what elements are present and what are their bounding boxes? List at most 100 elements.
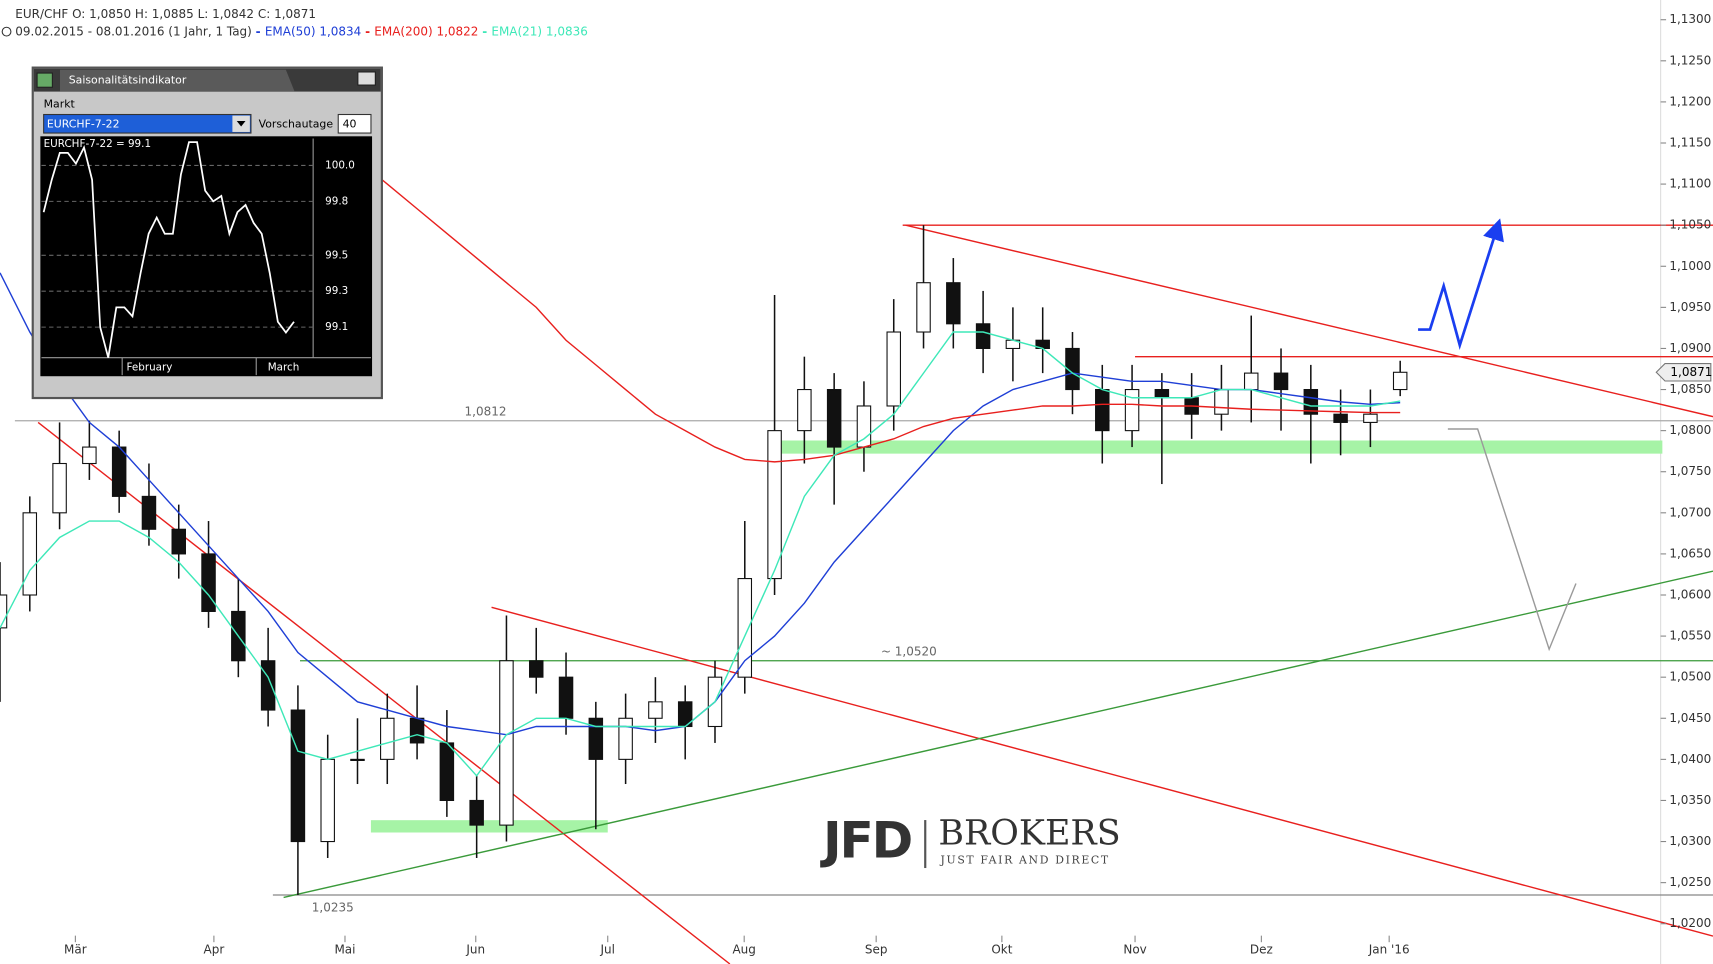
mini-title: EURCHF-7-22 = 99.1 (44, 138, 151, 150)
mini-y-label: 100.0 (325, 159, 355, 171)
candle-body (767, 430, 782, 580)
header-text: C: (258, 7, 270, 21)
candle-body (1214, 388, 1229, 415)
candle-body (648, 701, 663, 719)
candle-body (0, 594, 8, 629)
clock-icon (1, 26, 12, 37)
candle-body (1303, 388, 1319, 415)
y-tick-label: 1,0550 (1669, 629, 1711, 643)
y-tick-label: 1,0250 (1669, 875, 1711, 889)
ema-line (357, 158, 1401, 463)
trend-line (905, 224, 1713, 418)
candle-body (439, 742, 455, 802)
candle-body (916, 282, 931, 333)
y-tick-label: 1,0400 (1669, 752, 1711, 766)
candle-body (797, 388, 812, 432)
header-line: 09.02.2015 - 08.01.2016 (1 Jahr, 1 Tag) … (15, 24, 588, 38)
candle-body (588, 717, 604, 760)
x-tick-label: Okt (991, 942, 1012, 956)
header-text: H: (135, 7, 148, 21)
header-text: 1,0822 (436, 24, 478, 38)
support-zone (370, 820, 608, 833)
close-button[interactable] (357, 71, 376, 86)
level-label: ~ 1,0520 (881, 645, 937, 659)
x-tick-label: Aug (732, 942, 755, 956)
candle-body (1392, 371, 1408, 391)
y-tick-label: 1,0600 (1669, 588, 1711, 602)
candle-body (1154, 388, 1170, 399)
candle-body (826, 388, 842, 448)
header-text: EUR/CHF (15, 7, 68, 21)
candle-body (946, 282, 961, 325)
candle-body (320, 758, 335, 843)
mini-y-label: 99.8 (325, 195, 348, 207)
y-tick-label: 1,0500 (1669, 670, 1711, 684)
x-tick-label: Mär (64, 942, 87, 956)
days-input[interactable] (337, 113, 372, 134)
header-text: 1,0850 (89, 7, 131, 21)
x-tick-label: Jul (600, 942, 615, 956)
y-tick-label: 1,0650 (1669, 546, 1711, 560)
candle-body (975, 323, 991, 349)
candle-body (22, 512, 38, 596)
market-dropdown[interactable] (43, 113, 252, 134)
market-value: EURCHF-7-22 (47, 117, 120, 130)
candle-body (380, 717, 395, 760)
header-text: 1,0834 (319, 24, 361, 38)
candle-body (1124, 388, 1140, 432)
x-tick-label: Dez (1250, 942, 1273, 956)
header-text: EMA(21) (491, 24, 542, 38)
header-text: 1,0885 (152, 7, 194, 21)
candle-body (618, 717, 633, 760)
candle-body (82, 446, 97, 465)
candle-body (409, 717, 425, 744)
dropdown-arrow (236, 121, 246, 127)
y-tick-label: 1,0800 (1669, 423, 1711, 437)
y-tick-label: 1,0300 (1669, 834, 1711, 848)
candle-body (1333, 413, 1348, 423)
y-tick-label: 1,1150 (1669, 135, 1711, 149)
candle-body (886, 331, 901, 407)
price-tag-label: 1,0871 (1670, 365, 1712, 379)
header-text: 09.02.2015 - 08.01.2016 (1 Jahr, 1 Tag) (15, 24, 252, 38)
mini-y-label: 99.1 (325, 321, 348, 333)
y-tick-label: 1,0700 (1669, 505, 1711, 519)
mini-y-label: 99.3 (325, 285, 348, 297)
candle-body (1363, 413, 1378, 423)
market-label: Markt (44, 98, 76, 111)
window-tab (60, 69, 295, 92)
candle-body (52, 462, 67, 514)
candle-body (290, 709, 306, 843)
y-tick-label: 1,0450 (1669, 711, 1711, 725)
header-text: 1,0871 (274, 7, 316, 21)
header-text: 1,0836 (546, 24, 588, 38)
mini-x-label: February (126, 361, 172, 373)
y-tick-label: 1,0950 (1669, 300, 1711, 314)
candle-body (201, 553, 216, 612)
x-tick-label: Apr (204, 942, 225, 956)
x-tick-label: Mai (334, 942, 355, 956)
candle-body (171, 528, 186, 555)
x-tick-label: Jun (465, 942, 485, 956)
mini-y-label: 99.5 (325, 249, 348, 261)
watermark-left: JFD (820, 811, 912, 870)
y-tick-label: 1,1300 (1669, 12, 1711, 26)
candle-body (1273, 372, 1289, 391)
level-label: 1,0235 (312, 901, 354, 915)
header-text: 1,0842 (212, 7, 254, 21)
candle-body (350, 758, 365, 762)
candle-body (1065, 347, 1080, 391)
window-title: Saisonalitätsindikator (69, 74, 187, 87)
price-tag (1655, 363, 1712, 382)
candle-body (1095, 388, 1110, 432)
window-icon (36, 72, 53, 88)
y-tick-label: 1,0350 (1669, 793, 1711, 807)
mini-line (42, 141, 295, 358)
seasonality-window: Saisonalitätsindikator Markt EURCHF-7-22 Vo… (31, 66, 383, 400)
header-text: EMA(200) (374, 24, 432, 38)
y-tick-label: 1,0850 (1669, 382, 1711, 396)
candle-body (111, 446, 127, 497)
days-value: 40 (343, 117, 357, 130)
candle-body (469, 799, 484, 826)
x-tick-label: Jan '16 (1368, 942, 1410, 956)
